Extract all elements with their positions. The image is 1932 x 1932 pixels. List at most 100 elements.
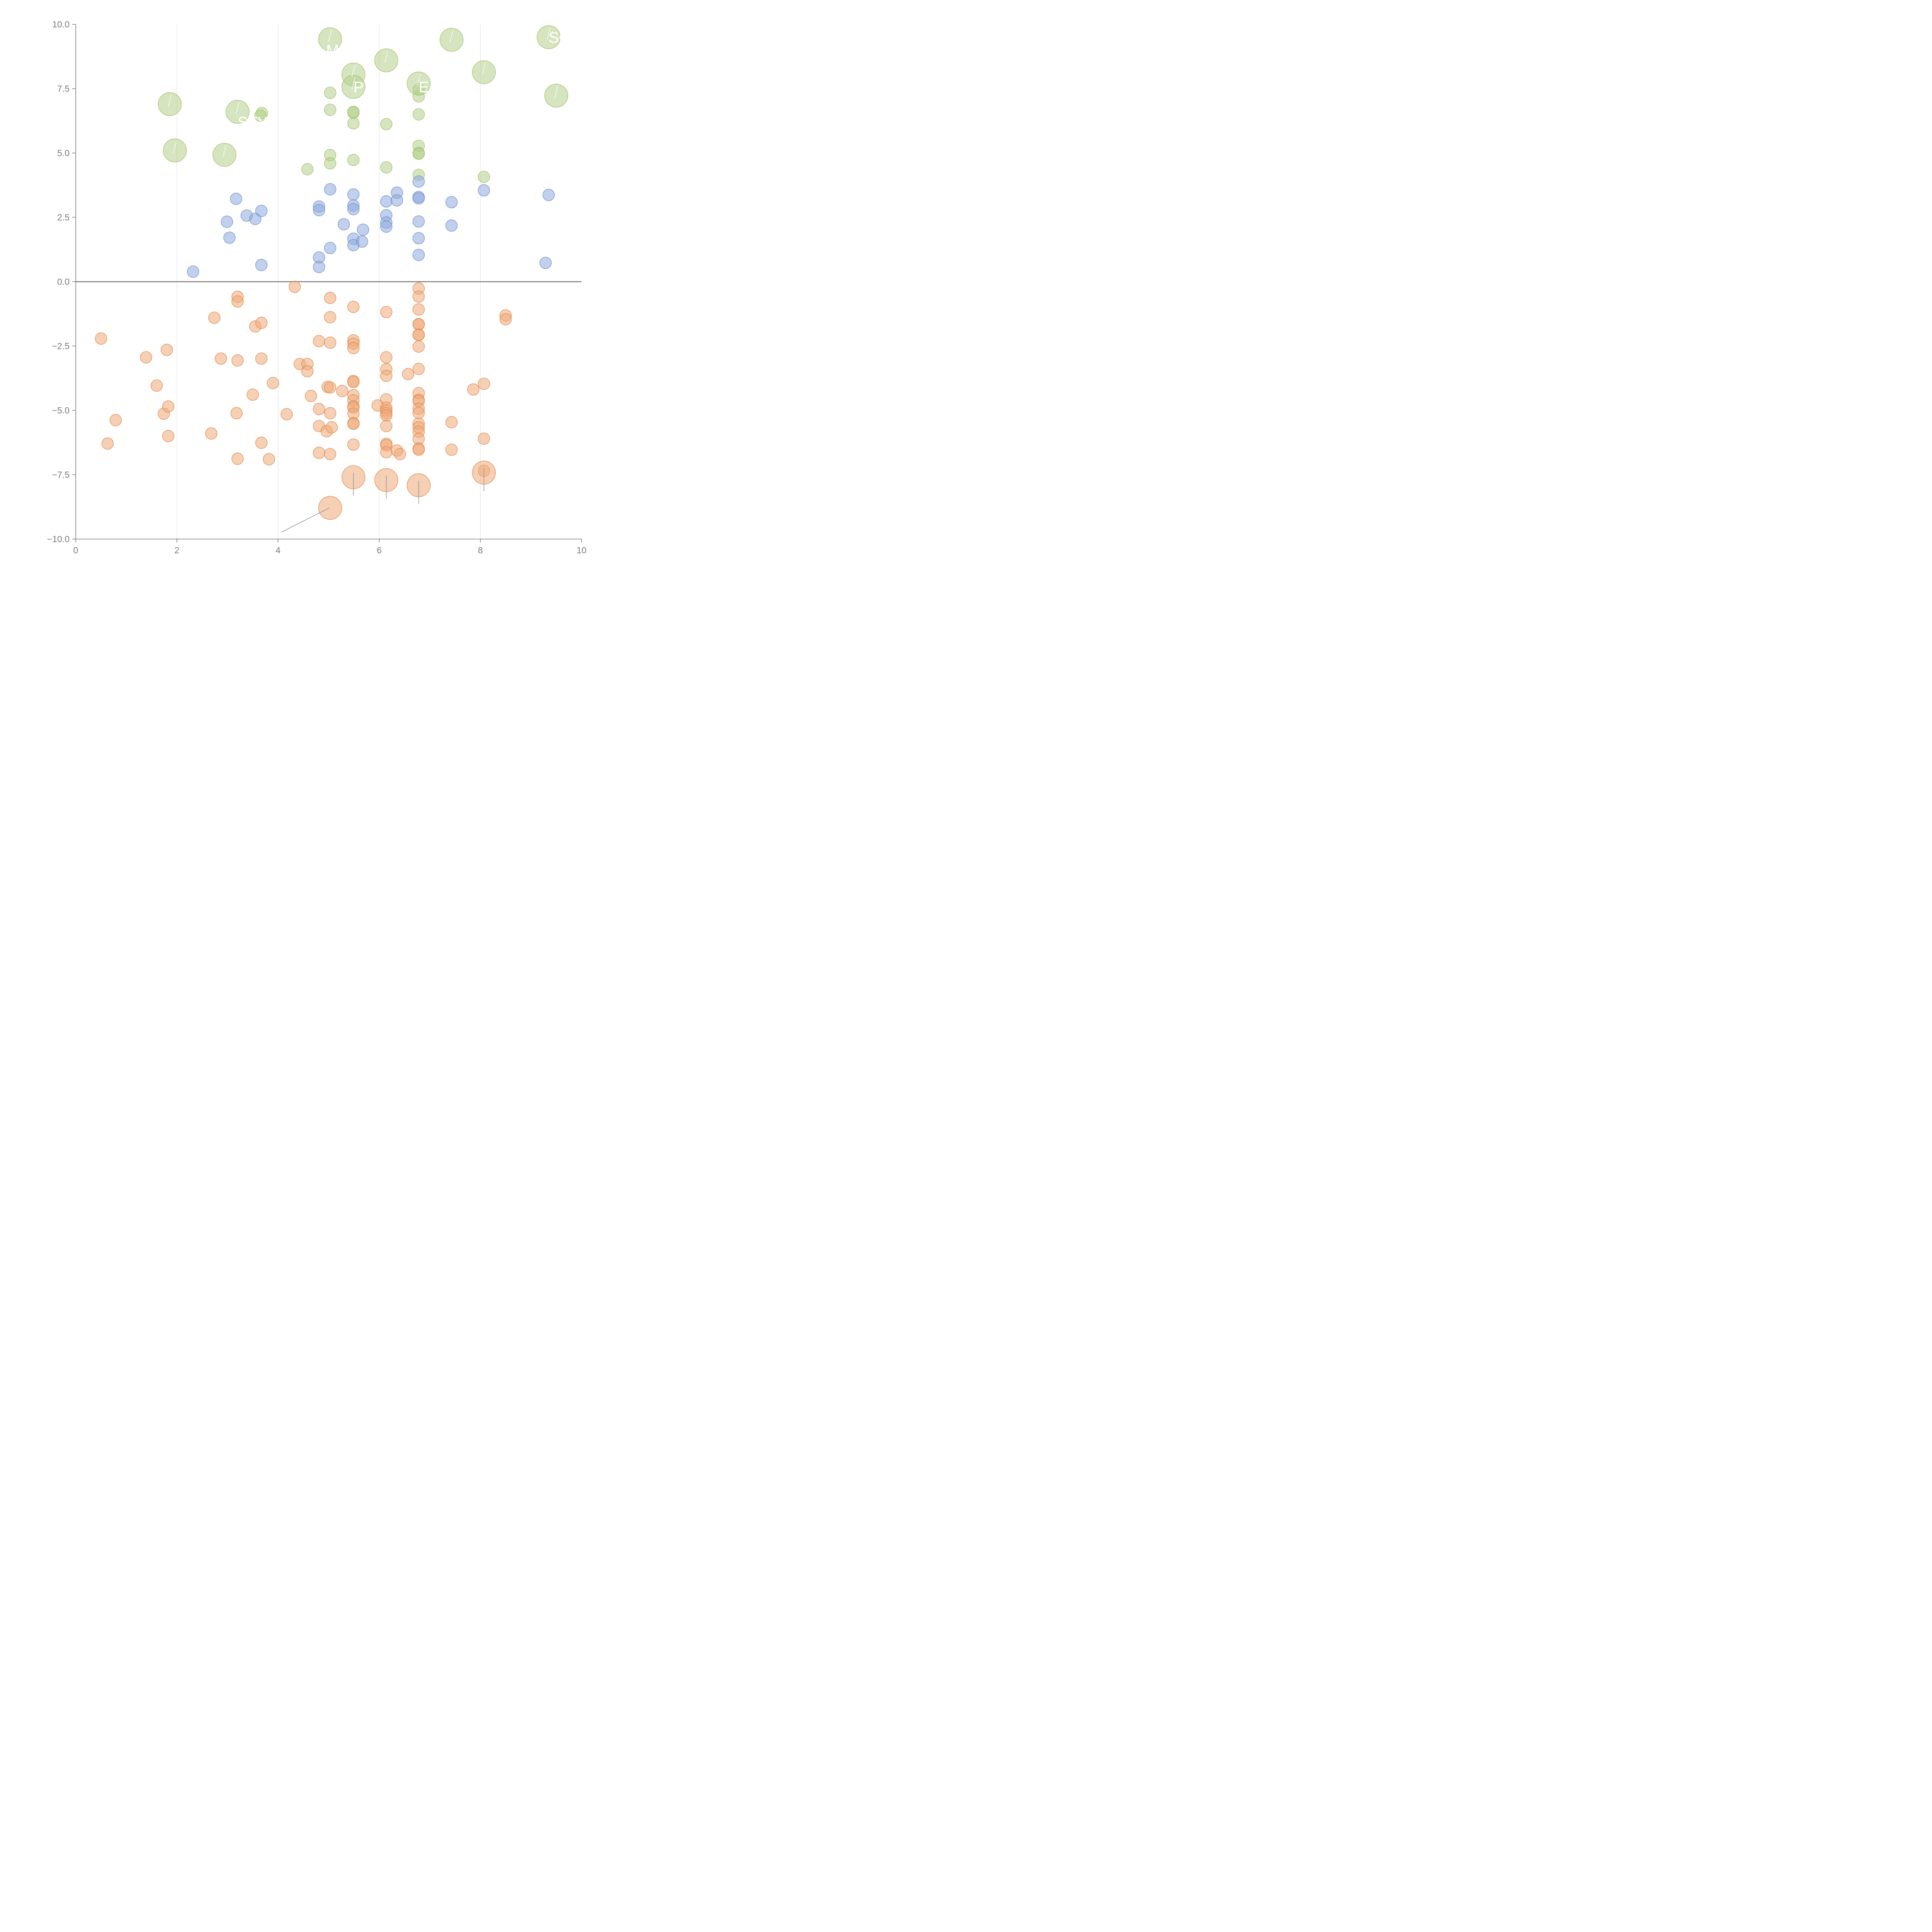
green-small-bubble [254, 109, 267, 122]
chart-container: 0 2 4 6 8 10 −10.0 −7.5 −5.0 −2.5 0.0 2.5 5.0 7.5 10.0… [0, 0, 596, 596]
orange-small-bubble [380, 369, 393, 382]
green-small-bubble [412, 108, 425, 121]
orange-small-bubble [208, 311, 221, 324]
x-tick-label: 10 [577, 545, 587, 555]
blue-small-bubble [543, 189, 555, 201]
blue-small-bubble [355, 235, 368, 248]
green-large-bubble [341, 75, 366, 99]
blue-small-bubble [412, 192, 425, 205]
blue-small-bubble [230, 192, 242, 205]
blue-small-bubble [412, 175, 425, 188]
green-small-bubble [380, 118, 393, 131]
green-large-bubble [374, 48, 398, 73]
orange-small-bubble [445, 443, 458, 456]
green-large-bubble [544, 83, 568, 108]
orange-small-bubble [205, 427, 218, 440]
blue-small-bubble [347, 203, 360, 216]
green-large-bubble [439, 28, 464, 52]
annotation-leader-line [547, 28, 551, 40]
orange-small-bubble [313, 403, 325, 415]
orange-small-bubble [101, 437, 114, 450]
blue-small-bubble [255, 204, 268, 217]
green-large-bubble [472, 60, 496, 84]
orange-small-bubble [478, 378, 490, 390]
annotation-leader-line [351, 65, 355, 77]
annotation-leader-line [417, 74, 421, 86]
annotation-label: P [354, 79, 364, 96]
blue-small-bubble [324, 242, 337, 254]
orange-small-bubble [499, 313, 512, 326]
blue-small-bubble [412, 248, 425, 261]
green-large-bubble [212, 143, 236, 167]
orange-small-bubble [280, 408, 293, 420]
annotation-leader-line [223, 145, 226, 157]
orange-small-bubble [162, 400, 175, 413]
orange-small-bubble [324, 311, 337, 323]
blue-small-bubble [391, 194, 403, 207]
orange-small-bubble [347, 342, 360, 354]
blue-small-bubble [357, 223, 369, 236]
orange-small-bubble [394, 448, 406, 461]
green-large-bubble [406, 71, 431, 96]
orange-small-bubble [263, 453, 275, 466]
orange-small-bubble [255, 352, 268, 365]
orange-small-bubble [301, 365, 314, 378]
annotation-label: SC [549, 29, 570, 46]
green-small-bubble [324, 157, 337, 170]
orange-small-bubble [288, 281, 301, 293]
scatter-plot: 0 2 4 6 8 10 −10.0 −7.5 −5.0 −2.5 0.0 2.5 5.0 7.5 10.0… [47, 19, 587, 555]
orange-small-bubble [380, 306, 393, 318]
orange-small-bubble [380, 409, 393, 422]
orange-small-bubble [313, 446, 325, 459]
orange-small-bubble [162, 430, 175, 442]
x-tick-label: 8 [478, 545, 483, 555]
x-tick-label: 4 [276, 545, 281, 555]
orange-small-bubble [324, 448, 337, 461]
blue-small-bubble [412, 232, 425, 245]
annotation-leader-line [482, 63, 486, 75]
y-tick-label: −10.0 [47, 534, 70, 544]
orange-small-bubble [412, 406, 425, 419]
orange-small-bubble [412, 328, 425, 341]
annotation-layer: SC MDX P E STY [168, 28, 570, 532]
orange-small-bubble [109, 414, 122, 427]
annotation-leader-line [384, 51, 388, 63]
green-small-bubble [301, 163, 314, 175]
annotation-label: STY [238, 114, 268, 131]
blue-small-bubble [221, 215, 233, 228]
annotation-leader-line [328, 30, 332, 42]
annotation-label: MDX [326, 42, 361, 59]
annotation-leader-line [236, 102, 240, 114]
orange-small-bubble [140, 351, 152, 364]
blue-small-bubble [347, 188, 360, 201]
green-large-bubble [537, 25, 561, 49]
orange-small-bubble [412, 303, 425, 316]
orange-small-bubble [467, 383, 480, 396]
orange-small-bubble [255, 316, 268, 329]
blue-small-bubble [313, 261, 325, 273]
annotation-leader-line [554, 86, 558, 98]
orange-small-bubble [380, 446, 393, 459]
orange-small-bubble [402, 368, 414, 380]
bubble-layer [95, 25, 568, 520]
annotation-leader-line [168, 95, 172, 107]
blue-small-bubble [255, 259, 268, 271]
green-small-bubble [347, 117, 360, 130]
blue-small-bubble [478, 184, 490, 197]
orange-small-bubble [412, 340, 425, 353]
blue-small-bubble [380, 220, 393, 233]
orange-small-bubble [231, 354, 244, 367]
orange-small-bubble [160, 344, 173, 356]
blue-small-bubble [313, 204, 325, 216]
orange-small-bubble [347, 301, 360, 313]
green-small-bubble [347, 105, 360, 118]
blue-small-bubble [337, 218, 350, 231]
green-large-bubble [318, 27, 342, 51]
annotation-leader-line [173, 141, 177, 153]
blue-small-bubble [187, 265, 199, 278]
orange-small-bubble [95, 332, 107, 345]
orange-small-bubble [478, 432, 490, 445]
orange-small-bubble [231, 452, 244, 465]
green-small-bubble [380, 161, 393, 174]
blue-small-bubble [445, 196, 458, 209]
